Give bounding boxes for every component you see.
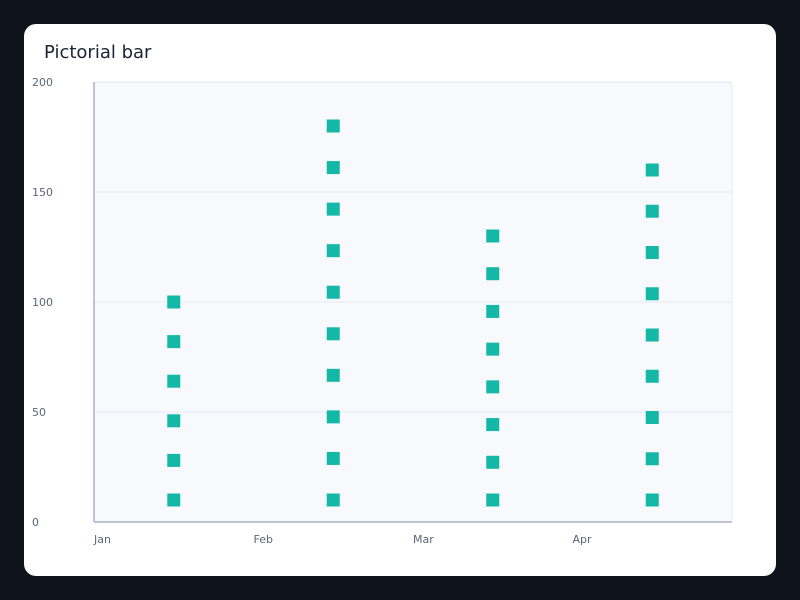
chart-title: Pictorial bar (44, 42, 152, 63)
bar-symbol-feb (326, 285, 340, 299)
bar-symbol-feb (326, 327, 340, 341)
bar-symbol-mar (486, 455, 500, 469)
x-tick-label: Apr (573, 533, 593, 546)
bar-symbol-apr (645, 287, 659, 301)
bar-symbol-apr (645, 369, 659, 383)
bar-symbol-feb (326, 244, 340, 258)
bar-symbol-feb (326, 410, 340, 424)
x-tick-label: Jan (93, 533, 111, 546)
bar-symbol-apr (645, 411, 659, 424)
bar-symbol-jan (167, 493, 181, 507)
bar-symbol-jan (167, 295, 181, 309)
bar-symbol-feb (326, 451, 340, 465)
bar-symbol-apr (645, 452, 659, 466)
bar-symbol-mar (486, 304, 500, 318)
x-tick-label: Feb (254, 533, 273, 546)
pictorial-bar-chart: 0 50 100 150 200 Jan Feb Mar Apr (32, 76, 733, 546)
bar-symbol-apr (645, 493, 659, 507)
bar-symbol-feb (326, 368, 340, 382)
bar-symbol-mar (486, 267, 500, 281)
y-tick-label: 100 (32, 296, 53, 309)
x-tick-label: Mar (413, 533, 434, 546)
bar-symbol-feb (326, 161, 340, 175)
bar-symbol-feb (326, 493, 340, 507)
bar-symbol-mar (486, 342, 500, 356)
bar-symbol-jan (167, 414, 181, 428)
bar-symbol-feb (326, 202, 340, 216)
y-tick-label: 150 (32, 186, 53, 199)
bar-symbol-apr (645, 246, 659, 259)
y-tick-label: 200 (32, 76, 53, 89)
bar-symbol-mar (486, 493, 500, 507)
chart-card: Pictorial bar 0 50 100 150 200 Jan Feb Mar Apr (24, 24, 776, 576)
bar-symbol-jan (167, 374, 181, 388)
y-tick-label: 50 (32, 406, 46, 419)
bar-symbol-apr (645, 163, 659, 177)
bar-symbol-mar (486, 229, 500, 243)
bar-symbol-jan (167, 453, 181, 467)
bar-symbol-mar (486, 380, 500, 394)
bar-symbol-mar (486, 418, 500, 432)
y-tick-label: 0 (32, 516, 39, 529)
bar-symbol-jan (167, 335, 181, 349)
bar-symbol-apr (645, 204, 659, 218)
bar-symbol-feb (326, 119, 340, 133)
bar-symbol-apr (645, 328, 659, 342)
